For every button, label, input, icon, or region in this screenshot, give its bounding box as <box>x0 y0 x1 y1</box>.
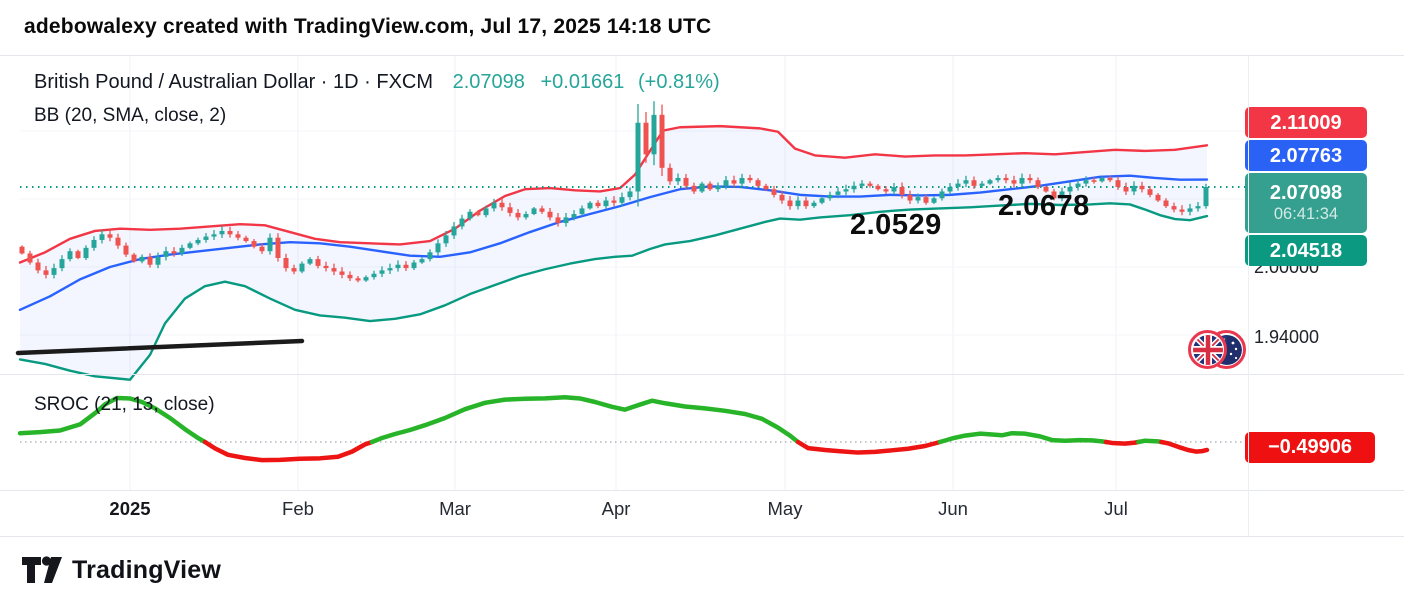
bb-middle-price-tag: 2.07763 <box>1245 140 1367 171</box>
countdown-timer: 06:41:34 <box>1273 205 1339 224</box>
price-change: +0.01661 <box>540 71 625 93</box>
tradingview-wordmark: TradingView <box>72 555 222 584</box>
time-axis-label-Apr: Apr <box>601 498 631 519</box>
price-annotation-1: 2.0529 <box>850 209 942 241</box>
symbol-title: British Pound / Australian Dollar · 1D ·… <box>34 71 434 93</box>
currency-pair-flags <box>1188 328 1250 369</box>
price-annotation-2: 2.0678 <box>998 190 1090 222</box>
time-axis-label-Feb: Feb <box>282 498 314 519</box>
time-axis-label-2025: 2025 <box>109 498 151 519</box>
time-axis-label-May: May <box>767 498 803 519</box>
price-axis-label-194000[interactable]: 1.94000 <box>1254 327 1320 347</box>
last-price-tag: 2.07098 06:41:34 <box>1245 173 1367 233</box>
attribution-text: adebowalexy created with TradingView.com… <box>24 15 712 38</box>
bb-lower-price-tag: 2.04518 <box>1245 235 1367 266</box>
panel-divider[interactable] <box>0 374 1404 375</box>
tradingview-logo[interactable]: TradingView <box>22 554 221 586</box>
sroc-indicator-label[interactable]: SROC (21, 13, close) <box>34 394 215 415</box>
footer-divider <box>0 536 1404 537</box>
bb-indicator-label[interactable]: BB (20, SMA, close, 2) <box>34 105 227 126</box>
bb-upper-price-tag: 2.11009 <box>1245 107 1367 138</box>
sroc-value-tag: −0.49906 <box>1245 432 1375 463</box>
uk-flag-icon <box>1188 330 1227 369</box>
symbol-legend[interactable]: British Pound / Australian Dollar · 1D ·… <box>34 71 720 94</box>
price-axis-border[interactable] <box>1248 56 1249 536</box>
price-change-pct: (+0.81%) <box>638 71 720 93</box>
timescale-divider <box>0 490 1404 491</box>
last-price: 2.07098 <box>452 71 525 93</box>
time-axis-label-Mar: Mar <box>439 498 471 519</box>
tradingview-logo-mark <box>22 556 62 583</box>
header-divider <box>0 55 1404 56</box>
time-axis-label-Jun: Jun <box>938 498 968 519</box>
time-axis-label-Jul: Jul <box>1104 498 1128 519</box>
